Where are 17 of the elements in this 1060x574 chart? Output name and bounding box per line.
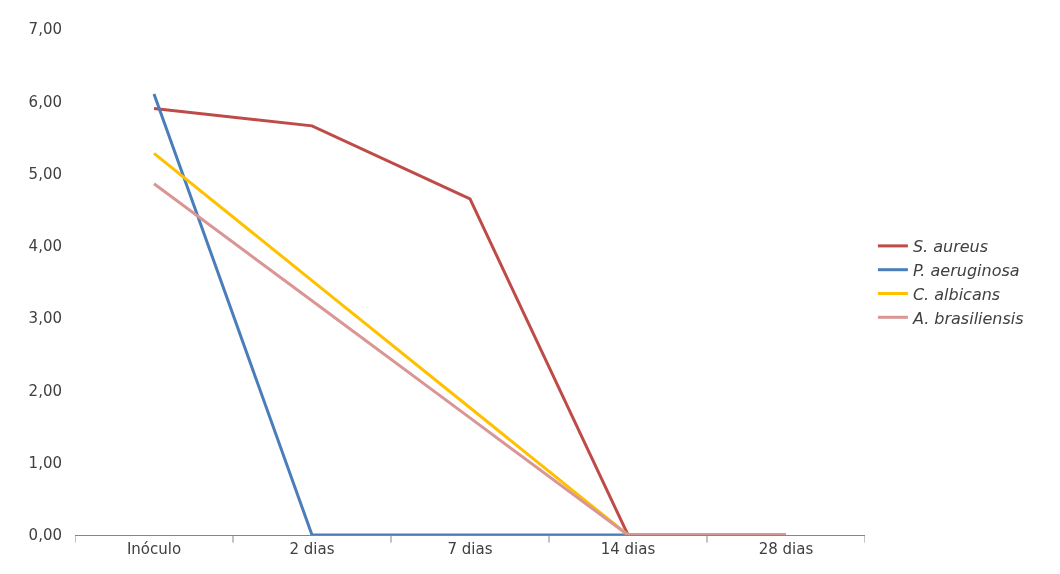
x-tick-label: 2 dias (289, 540, 335, 558)
legend-label: C. albicans (912, 284, 1001, 304)
x-tick-label: Inóculo (126, 540, 182, 558)
y-tick-label: 5,00 (28, 164, 62, 183)
x-tick-label: 7 dias (447, 540, 493, 558)
legend-label: P. aeruginosa (912, 260, 1020, 280)
x-tick-label: 14 dias (600, 540, 656, 558)
legend-label: A. brasiliensis (911, 308, 1024, 328)
legend-label: S. aureus (912, 237, 989, 257)
y-tick-label: 1,00 (28, 453, 62, 472)
y-tick-label: 3,00 (28, 309, 62, 328)
y-tick-label: 7,00 (28, 20, 62, 39)
y-tick-label: 4,00 (28, 237, 62, 256)
y-tick-label: 2,00 (28, 381, 62, 400)
y-tick-label: 0,00 (28, 526, 62, 545)
y-tick-label: 6,00 (28, 92, 62, 111)
x-tick-label: 28 dias (758, 540, 814, 558)
